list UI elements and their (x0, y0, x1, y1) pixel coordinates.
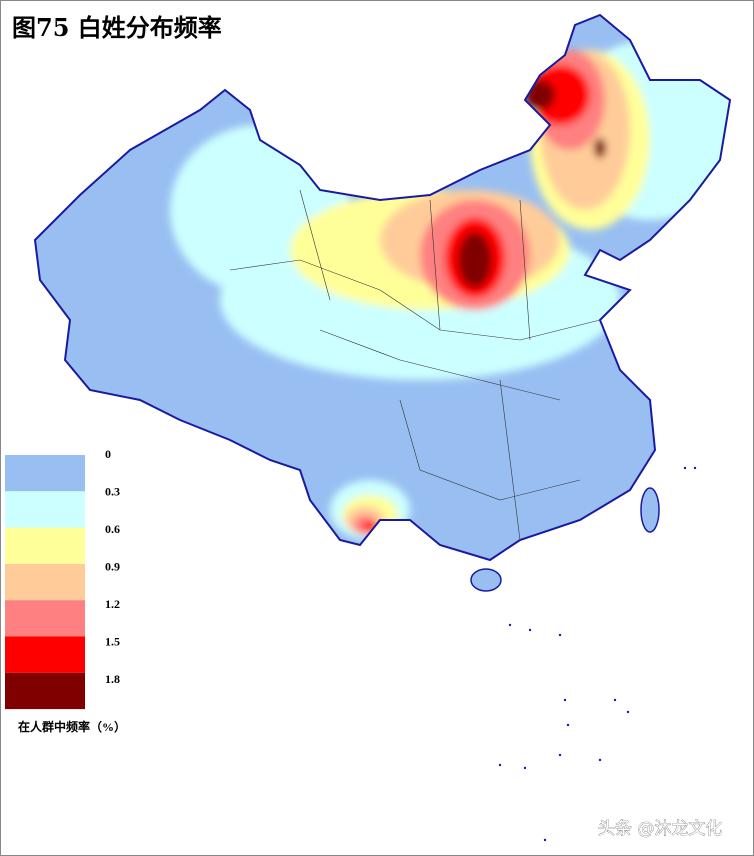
islands (498, 466, 697, 842)
legend-title: 在人群中频率（%） (18, 719, 126, 734)
legend-swatch (5, 563, 85, 601)
legend: 0 0.3 0.6 0.9 1.2 1.5 1.8 (5, 447, 120, 710)
watermark: 头条 @沐龙文化 (598, 819, 722, 839)
legend-label: 0.3 (105, 484, 120, 498)
legend-label: 1.8 (105, 672, 120, 686)
legend-swatch (5, 636, 85, 673)
legend-label: 1.2 (105, 597, 120, 611)
legend-swatch (5, 491, 85, 528)
legend-label: 0 (105, 447, 111, 461)
hainan (470, 568, 502, 592)
taiwan (640, 487, 660, 533)
legend-label: 1.5 (105, 634, 120, 648)
legend-swatch (5, 672, 85, 710)
legend-swatch (5, 527, 85, 564)
map-regions (35, 15, 730, 560)
legend-swatch (5, 455, 85, 492)
legend-label: 0.6 (105, 522, 120, 536)
province-borders (229, 189, 601, 541)
legend-label: 0.9 (105, 559, 120, 573)
legend-swatch (5, 600, 85, 637)
title: 图75 白姓分布频率 (12, 13, 222, 42)
